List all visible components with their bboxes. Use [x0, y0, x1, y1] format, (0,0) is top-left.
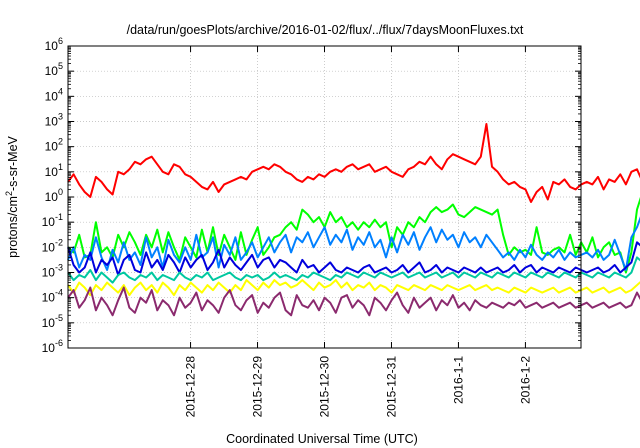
y-tick-exponent: 4: [58, 86, 63, 96]
x-axis-ticks: 2015-12-28 2015-12-29 2015-12-30 2015-12-31…: [184, 46, 532, 418]
y-tick-base: 10: [42, 266, 56, 280]
chart-title: /data/run/goesPlots/archive/2016-01-02/f…: [127, 23, 524, 37]
y-tick-exponent: 1: [58, 162, 63, 172]
y-tick-label: 102: [45, 137, 63, 154]
y-tick-exponent: -5: [55, 313, 63, 323]
y-tick-base: 10: [42, 240, 56, 254]
y-tick-base: 10: [45, 39, 59, 53]
y-tick-base: 10: [42, 215, 56, 229]
y-tick-label: 10-2: [42, 237, 63, 254]
series-line: [67, 123, 640, 203]
series-line: [67, 241, 640, 276]
y-tick-base: 10: [45, 190, 59, 204]
series-line: [67, 256, 640, 284]
y-tick-base: 10: [45, 89, 59, 103]
y-tick-label: 10-6: [42, 338, 63, 355]
y-tick-exponent: -2: [55, 237, 63, 247]
y-tick-label: 106: [45, 36, 63, 53]
y-tick-base: 10: [45, 165, 59, 179]
series-line: [67, 216, 640, 271]
y-tick-base: 10: [45, 115, 59, 129]
y-tick-exponent: 0: [58, 187, 63, 197]
y-tick-exponent: 5: [58, 61, 63, 71]
series-line: [67, 286, 640, 317]
y-tick-label: 10-4: [42, 288, 63, 305]
y-tick-label: 104: [45, 86, 63, 103]
grid-lines: [68, 46, 581, 348]
x-tick-label: 2015-12-28: [184, 356, 198, 418]
x-tick-label: 2016-1-1: [451, 356, 465, 404]
y-tick-base: 10: [42, 291, 56, 305]
y-label-unit: protons/cm: [6, 196, 20, 258]
x-tick-label: 2016-1-2: [518, 356, 532, 404]
y-tick-label: 101: [45, 162, 63, 179]
y-tick-exponent: 3: [58, 112, 63, 122]
y-label-superscript: 2: [4, 191, 14, 196]
x-tick-label: 2015-12-29: [251, 356, 265, 418]
y-tick-label: 103: [45, 112, 63, 129]
y-label-rest: -s-sr-MeV: [6, 135, 20, 191]
x-axis-label: Coordinated Universal Time (UTC): [226, 432, 418, 446]
series-line: [67, 196, 640, 274]
y-tick-exponent: -6: [55, 338, 63, 348]
series-layer: [67, 123, 640, 317]
x-tick-label: 2015-12-31: [384, 356, 398, 418]
y-tick-label: 10-3: [42, 263, 63, 280]
y-tick-exponent: 2: [58, 137, 63, 147]
y-tick-base: 10: [42, 316, 56, 330]
y-axis-ticks: 10-610-510-410-310-210-11001011021031041…: [42, 36, 581, 355]
y-axis-label: protons/cm2-s-sr-MeV: [4, 135, 20, 257]
y-tick-label: 105: [45, 61, 63, 78]
y-tick-base: 10: [45, 140, 59, 154]
y-tick-exponent: -3: [55, 263, 63, 273]
y-tick-label: 100: [45, 187, 63, 204]
y-tick-base: 10: [42, 341, 56, 355]
y-tick-label: 10-1: [42, 212, 63, 229]
x-tick-label: 2015-12-30: [318, 356, 332, 418]
y-tick-exponent: -4: [55, 288, 63, 298]
y-tick-exponent: -1: [55, 212, 63, 222]
y-tick-label: 10-5: [42, 313, 63, 330]
series-line: [67, 279, 640, 297]
y-tick-exponent: 6: [58, 36, 63, 46]
y-tick-base: 10: [45, 64, 59, 78]
